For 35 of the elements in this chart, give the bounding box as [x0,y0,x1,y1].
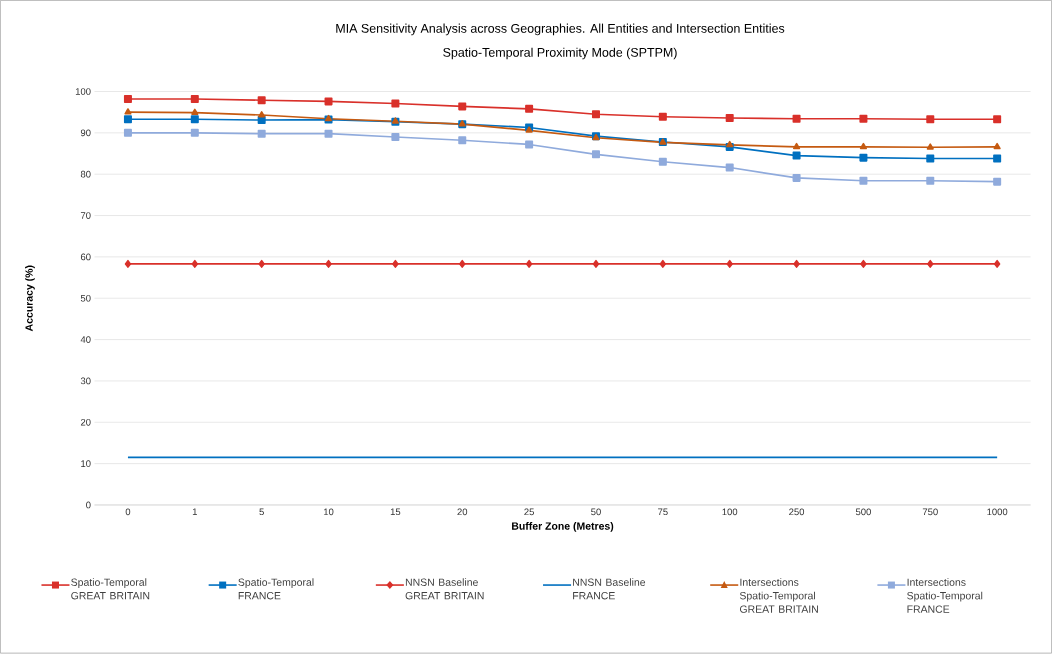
x-tick-label: 250 [789,508,805,516]
x-tick-label: 1 [192,508,197,516]
y-tick-label: 70 [80,212,91,220]
chart-subtitle: Spatio-Temporal Proximity Mode (SPTPM) [443,47,677,60]
legend-label: Intersections Spatio-Temporal GREAT BRITAIN [739,578,818,614]
x-axis-title: Buffer Zone (Metres) [512,522,614,533]
x-tick-label: 10 [323,508,334,516]
y-tick-label: 80 [80,171,91,178]
y-tick-label: 40 [80,336,91,344]
x-tick-label: 25 [524,508,534,516]
y-tick-label: 50 [80,295,91,302]
y-tick-label: 30 [80,377,91,385]
y-axis-title: Accuracy (%) [25,265,35,332]
x-tick-label: 750 [922,508,938,516]
y-tick-label: 0 [86,501,91,509]
x-tick-label: 500 [855,508,871,516]
x-tick-label: 15 [390,508,401,516]
x-tick-label: 20 [457,508,468,516]
y-tick-label: 10 [81,460,91,468]
legend-label: Spatio-Temporal FRANCE [238,578,314,600]
chart-title: MIA Sensitivity Analysis across Geographies. All Entities and Intersection Entities [336,23,785,36]
x-tick-label: 100 [722,508,738,516]
y-tick-label: 90 [80,129,91,137]
x-tick-label: 5 [259,508,264,516]
x-tick-label: 1000 [987,508,1008,516]
x-tick-label: 75 [658,508,668,516]
legend-label: NNSN Baseline FRANCE [573,578,646,600]
y-tick-label: 20 [80,419,91,426]
legend-label: Spatio-Temporal GREAT BRITAIN [71,578,150,600]
x-tick-label: 50 [591,508,601,516]
legend-label: NNSN Baseline GREAT BRITAIN [405,578,484,600]
legend-label: Intersections Spatio-Temporal FRANCE [907,578,983,614]
y-tick-label: 100 [75,88,91,96]
x-tick-label: 0 [125,508,131,516]
y-tick-label: 60 [80,253,91,261]
